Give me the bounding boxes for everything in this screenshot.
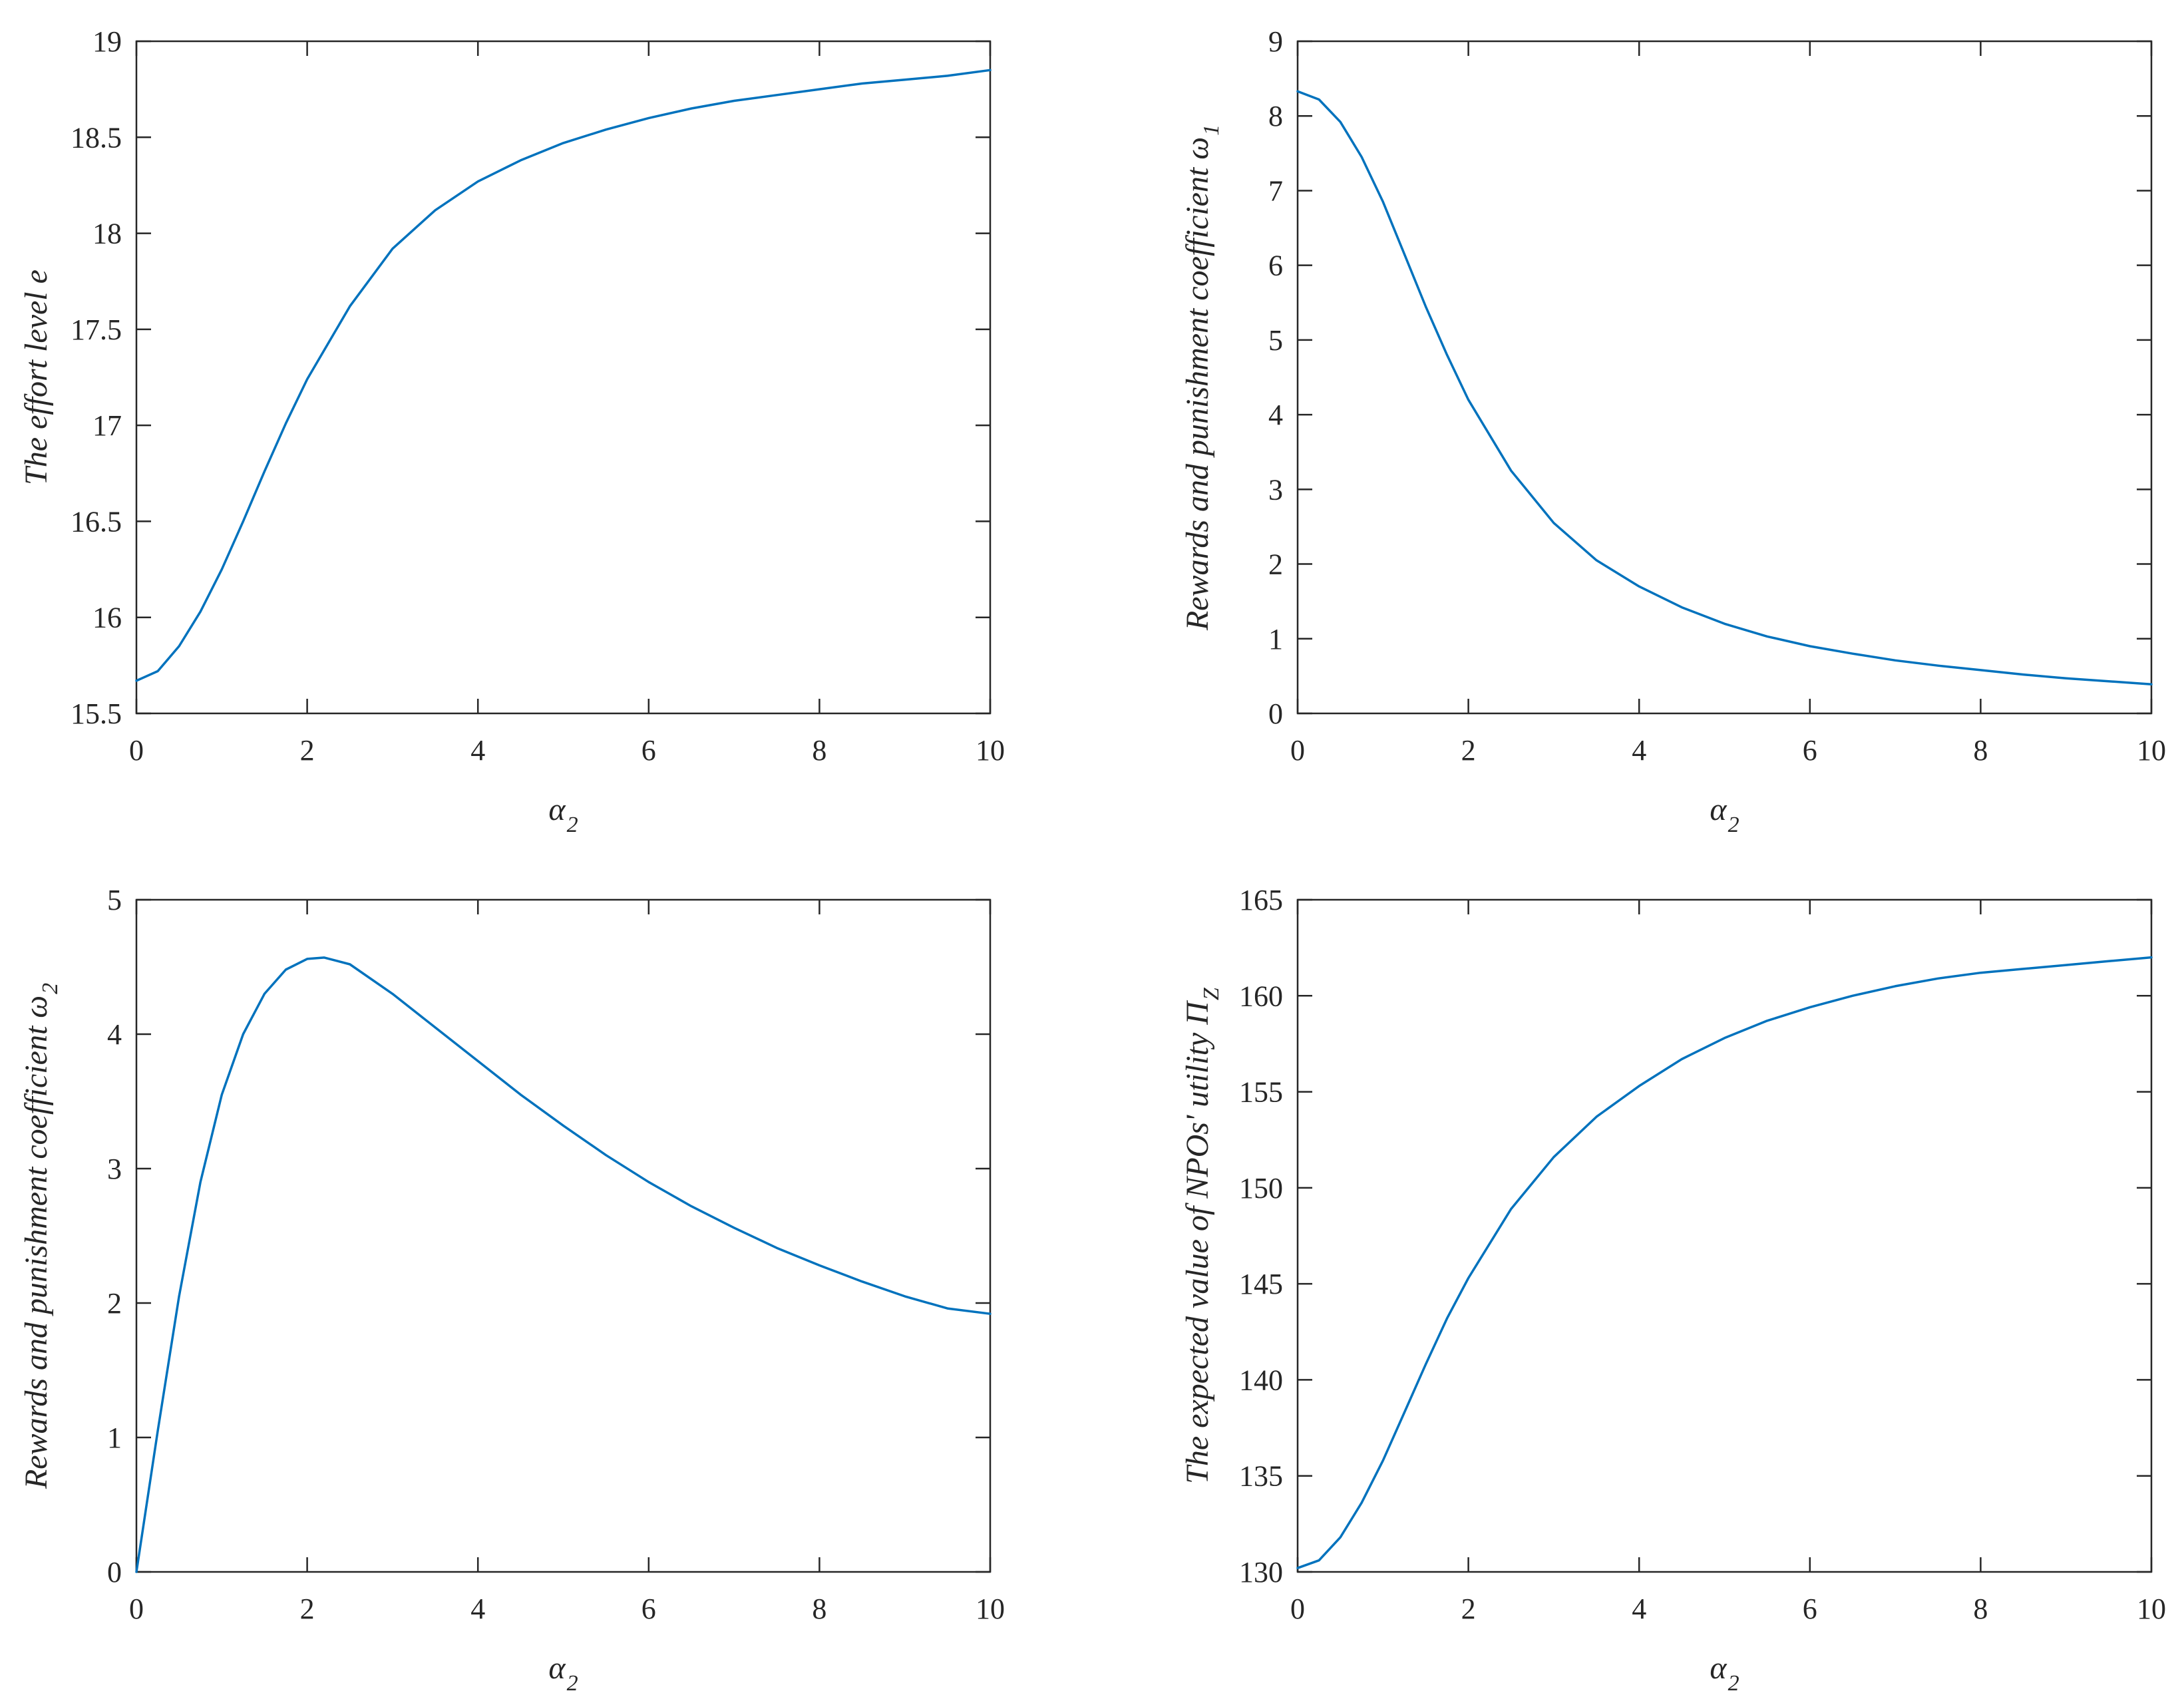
y-axis-label: The effort level e — [19, 270, 54, 485]
y-tick-label: 16 — [92, 602, 122, 634]
y-tick-label: 3 — [107, 1153, 122, 1185]
x-axis-label-subscript: 2 — [567, 813, 578, 837]
x-tick-label: 2 — [300, 734, 315, 767]
series-line — [1296, 956, 2153, 1569]
x-axis-label: α2 — [1710, 792, 1739, 837]
y-tick-label: 2 — [107, 1287, 122, 1320]
y-tick-label: 2 — [1268, 548, 1283, 581]
y-tick-label: 4 — [1268, 399, 1283, 431]
plot-frame — [135, 898, 992, 1573]
y-axis-label: Rewards and punishment coefficient ω1 — [1180, 124, 1224, 631]
y-tick-label: 18 — [92, 218, 122, 250]
y-tick-label: 160 — [1239, 980, 1283, 1012]
x-axis-label: α2 — [548, 792, 578, 837]
y-tick-label: 8 — [1268, 100, 1283, 132]
x-tick-label: 6 — [641, 1593, 656, 1625]
plot-frame — [135, 40, 992, 715]
y-tick-label: 155 — [1239, 1076, 1283, 1109]
x-tick-label: 6 — [1803, 734, 1817, 767]
y-tick-label: 0 — [107, 1556, 122, 1589]
subplot-bottom-right: 0 2 4 6 8 10 130 135 140 145 150 155 160 165 α2 The exp… — [1180, 884, 2166, 1696]
y-tick-label: 1 — [107, 1421, 122, 1454]
x-tick-label: 8 — [1973, 734, 1988, 767]
y-axis-label: The expected value of NPOs' utility ΠZ — [1180, 987, 1224, 1484]
y-tick-label: 165 — [1239, 884, 1283, 916]
plot-frame — [1296, 898, 2153, 1573]
y-axis-label-subscript: 1 — [1199, 124, 1224, 136]
x-axis-label-subscript: 2 — [567, 1671, 578, 1696]
y-tick-label: 4 — [107, 1018, 122, 1051]
y-tick-label: 5 — [1268, 324, 1283, 357]
x-tick-label: 2 — [1461, 734, 1476, 767]
series-line — [135, 69, 992, 682]
y-tick-label: 130 — [1239, 1556, 1283, 1589]
series-line — [135, 956, 992, 1573]
y-axis-label-subscript: Z — [1199, 987, 1224, 1000]
y-tick-label: 18.5 — [71, 121, 122, 154]
y-axis-label-subscript: 2 — [38, 983, 63, 994]
y-tick-label: 17.5 — [71, 313, 122, 346]
x-tick-label: 6 — [641, 734, 656, 767]
x-axis-label-subscript: 2 — [1728, 1671, 1739, 1696]
x-axis-label-subscript: 2 — [1728, 813, 1739, 837]
x-tick-label: 8 — [812, 734, 826, 767]
y-tick-label: 9 — [1268, 25, 1283, 58]
x-tick-label: 8 — [812, 1593, 826, 1625]
series-line — [1296, 90, 2153, 685]
y-tick-label: 135 — [1239, 1460, 1283, 1493]
subplot-bottom-left: 0 2 4 6 8 10 0 1 2 3 4 5 α2 Rewards and punishment co… — [19, 884, 1005, 1696]
x-tick-label: 0 — [129, 1593, 144, 1625]
y-tick-label: 6 — [1268, 250, 1283, 282]
x-tick-label: 0 — [1290, 1593, 1305, 1625]
x-tick-label: 4 — [1632, 734, 1646, 767]
x-tick-label: 8 — [1973, 1593, 1988, 1625]
subplot-top-left: 0 2 4 6 8 10 15.5 16 16.5 17 17.5 18 18.5 19 α2 The eff… — [19, 25, 1005, 837]
x-tick-label: 10 — [2137, 1593, 2166, 1625]
subplot-top-right: 0 2 4 6 8 10 0 1 2 3 4 5 6 7 8 9 α2 Rewards and punishmen… — [1180, 25, 2166, 837]
x-axis-label: α2 — [548, 1650, 578, 1696]
y-tick-label: 16.5 — [71, 505, 122, 538]
x-tick-label: 4 — [1632, 1593, 1646, 1625]
y-tick-label: 15.5 — [71, 697, 122, 730]
y-tick-label: 5 — [107, 884, 122, 916]
y-tick-label: 150 — [1239, 1172, 1283, 1205]
x-tick-label: 4 — [470, 1593, 485, 1625]
x-tick-label: 2 — [300, 1593, 315, 1625]
x-tick-label: 10 — [976, 734, 1005, 767]
plot-frame — [1296, 40, 2153, 715]
x-tick-label: 2 — [1461, 1593, 1476, 1625]
x-tick-label: 0 — [1290, 734, 1305, 767]
y-tick-label: 19 — [92, 25, 122, 58]
y-tick-label: 140 — [1239, 1364, 1283, 1396]
x-tick-label: 4 — [470, 734, 485, 767]
y-tick-label: 17 — [92, 409, 122, 442]
y-tick-label: 7 — [1268, 174, 1283, 207]
x-tick-label: 6 — [1803, 1593, 1817, 1625]
y-tick-label: 0 — [1268, 697, 1283, 730]
y-axis-label: Rewards and punishment coefficient ω2 — [19, 983, 63, 1489]
y-tick-label: 1 — [1268, 623, 1283, 656]
x-axis-label: α2 — [1710, 1650, 1739, 1696]
y-tick-label: 145 — [1239, 1268, 1283, 1300]
y-tick-label: 3 — [1268, 473, 1283, 506]
x-tick-label: 0 — [129, 734, 144, 767]
x-tick-label: 10 — [2137, 734, 2166, 767]
x-tick-label: 10 — [976, 1593, 1005, 1625]
